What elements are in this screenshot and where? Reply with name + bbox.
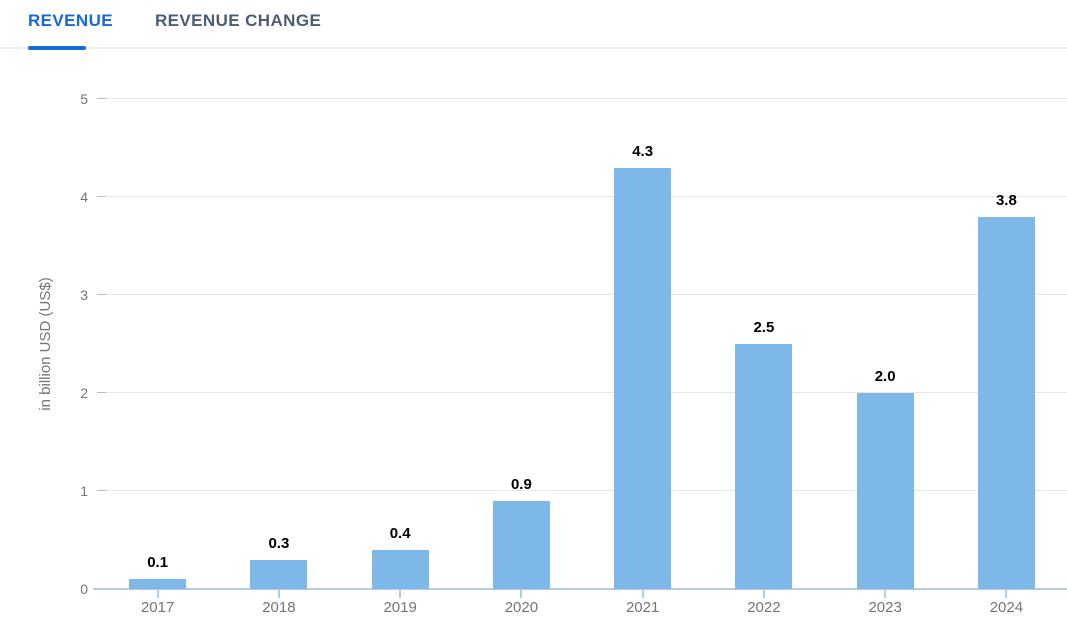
bar-2022[interactable] [735, 344, 793, 589]
bar-value-label-2017: 0.1 [147, 554, 169, 572]
gridline-1 [97, 490, 1067, 491]
y-tick-label-5: 5 [80, 91, 88, 107]
y-tick-mark-1 [97, 490, 106, 491]
bar-value-label-2022: 2.5 [753, 319, 775, 336]
y-tick-label-1: 1 [80, 483, 88, 499]
x-tick-2024 [1005, 590, 1008, 598]
chart-tabs: REVENUE REVENUE CHANGE [0, 0, 1067, 50]
x-tick-2017 [156, 590, 159, 598]
bar-value-label-2021: 4.3 [632, 142, 654, 160]
gridline-3 [97, 294, 1067, 295]
active-tab-underline [28, 46, 86, 50]
bar-2020[interactable] [492, 500, 550, 589]
x-axis-label-2024: 2024 [989, 599, 1024, 616]
y-tick-mark-5 [97, 98, 106, 99]
y-tick-label-0: 0 [80, 581, 88, 597]
x-axis-label-2018: 2018 [262, 599, 296, 616]
bar-2019[interactable] [371, 549, 429, 589]
bar-value-label-2020: 0.9 [510, 475, 532, 493]
y-tick-label-4: 4 [80, 189, 88, 205]
x-axis-label-2017: 2017 [140, 599, 175, 616]
x-axis-line [93, 588, 1067, 590]
x-tick-2020 [520, 590, 523, 598]
gridline-2 [97, 392, 1067, 393]
y-tick-label-3: 3 [80, 287, 88, 303]
x-axis-label-2023: 2023 [868, 599, 902, 616]
tab-revenue-change[interactable]: REVENUE CHANGE [155, 11, 322, 30]
x-tick-2021 [641, 590, 644, 598]
x-axis-label-2019: 2019 [383, 599, 417, 616]
x-axis-label-2021: 2021 [625, 599, 660, 616]
x-tick-2023 [884, 590, 887, 598]
x-axis-label-2022: 2022 [747, 599, 781, 616]
y-tick-mark-2 [97, 392, 106, 393]
bar-value-label-2024: 3.8 [995, 191, 1017, 209]
bar-2024[interactable] [977, 216, 1035, 589]
y-tick-mark-4 [97, 196, 106, 197]
x-tick-2019 [399, 590, 402, 598]
y-axis-title: in billion USD (US$) [37, 277, 54, 411]
tab-revenue[interactable]: REVENUE [28, 11, 113, 30]
bar-value-label-2019: 0.4 [389, 524, 411, 542]
x-tick-2018 [277, 590, 280, 598]
bar-2023[interactable] [856, 393, 914, 589]
gridline-5 [97, 98, 1067, 99]
bar-value-label-2023: 2.0 [874, 368, 896, 385]
gridline-4 [97, 196, 1067, 197]
y-tick-label-2: 2 [80, 385, 88, 401]
x-axis-label-2020: 2020 [504, 599, 539, 616]
bar-2017[interactable] [129, 579, 187, 589]
y-tick-mark-3 [97, 294, 106, 295]
bar-2018[interactable] [250, 559, 308, 589]
bar-value-label-2018: 0.3 [268, 534, 290, 552]
bar-2021[interactable] [614, 167, 672, 589]
x-tick-2022 [762, 590, 765, 598]
